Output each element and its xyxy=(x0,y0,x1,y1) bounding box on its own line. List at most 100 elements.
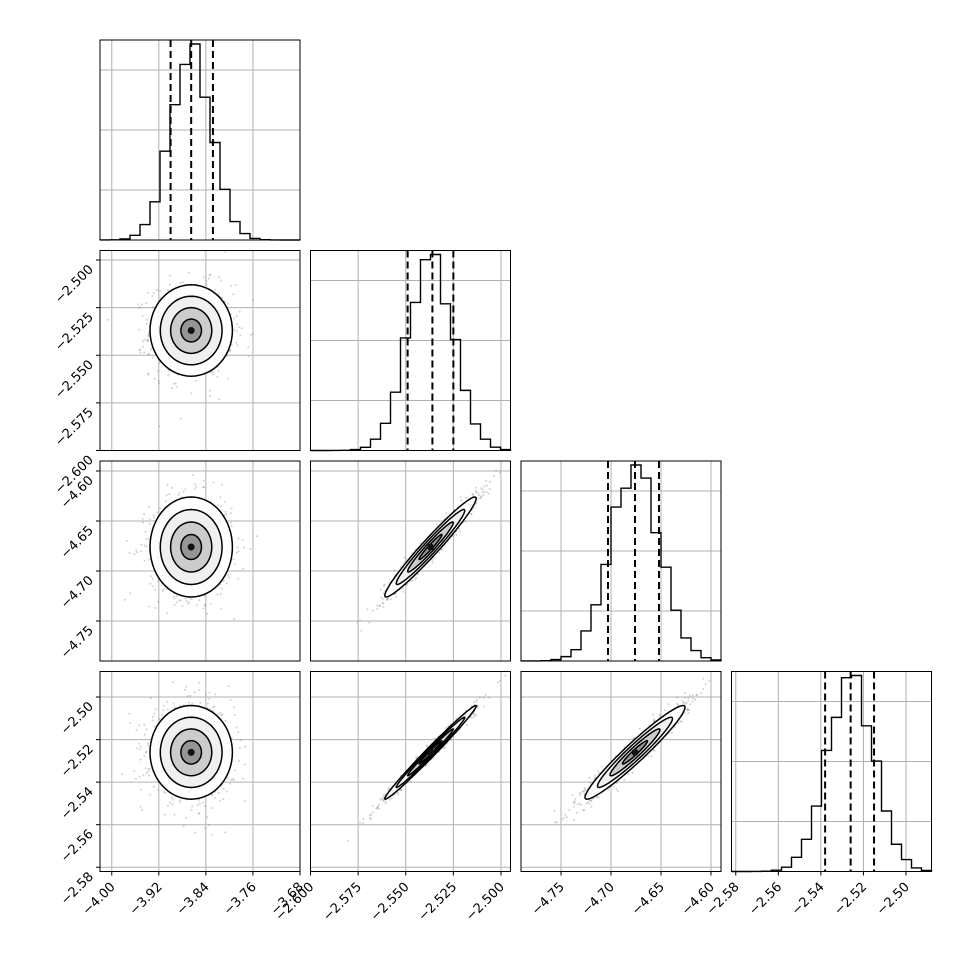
sample-point xyxy=(175,601,178,604)
sample-point xyxy=(166,700,169,703)
sample-point xyxy=(237,577,240,580)
sample-point xyxy=(163,813,166,816)
sample-point xyxy=(159,289,162,292)
sample-point xyxy=(163,588,165,591)
sample-point xyxy=(171,681,174,684)
sample-point xyxy=(436,523,439,526)
sample-point xyxy=(483,485,486,488)
sample-point xyxy=(222,580,225,582)
sample-point xyxy=(222,787,225,790)
sample-point xyxy=(219,496,222,499)
sample-point xyxy=(239,334,242,336)
sample-point xyxy=(229,782,232,785)
sample-point xyxy=(166,289,169,291)
sample-point xyxy=(209,602,212,605)
sample-point xyxy=(568,808,571,811)
sample-point xyxy=(181,604,184,607)
sample-point xyxy=(232,558,235,561)
sample-point xyxy=(204,693,207,696)
sample-point xyxy=(232,779,235,782)
sample-point xyxy=(121,773,124,776)
sample-point xyxy=(234,563,237,566)
sample-point xyxy=(133,553,136,556)
sample-point xyxy=(221,296,224,299)
sample-point xyxy=(466,724,468,727)
sample-point xyxy=(142,521,144,524)
sample-point xyxy=(458,527,461,530)
sample-point xyxy=(243,763,246,766)
sample-point xyxy=(224,831,227,834)
sample-point xyxy=(141,517,144,520)
sample-point xyxy=(487,492,490,495)
sample-point xyxy=(499,679,502,682)
sample-point xyxy=(138,349,141,352)
sample-point xyxy=(233,769,236,772)
sample-point xyxy=(204,283,207,286)
sample-point xyxy=(143,513,146,515)
sample-point xyxy=(382,800,385,802)
sample-point xyxy=(251,332,254,335)
sample-point xyxy=(594,774,597,777)
sample-point xyxy=(388,798,391,801)
sample-point xyxy=(171,486,174,489)
sample-point xyxy=(218,276,221,279)
sample-point xyxy=(205,279,208,282)
sample-point xyxy=(140,788,143,791)
sample-point xyxy=(571,794,574,797)
sample-point xyxy=(247,355,250,358)
sample-point xyxy=(133,770,136,773)
sample-point xyxy=(362,822,365,824)
sample-point xyxy=(198,812,201,815)
sample-point xyxy=(145,302,148,305)
sample-point xyxy=(186,695,189,698)
sample-point xyxy=(189,694,192,697)
sample-point xyxy=(229,350,232,352)
sample-point xyxy=(256,535,259,538)
sample-point xyxy=(687,696,690,699)
sample-point xyxy=(199,701,202,704)
sample-point xyxy=(387,597,390,600)
sample-point xyxy=(492,475,495,478)
sample-point xyxy=(129,592,132,595)
sample-point xyxy=(684,696,687,699)
sample-point xyxy=(219,505,222,508)
sample-point xyxy=(356,620,359,623)
sample-point xyxy=(216,593,219,596)
sample-point xyxy=(152,516,155,519)
sample-point xyxy=(234,284,237,287)
panel-frame xyxy=(310,460,511,662)
sample-point xyxy=(156,288,159,291)
sample-point xyxy=(182,490,185,493)
sample-point xyxy=(237,537,240,540)
sample-point xyxy=(230,778,233,781)
sample-point xyxy=(382,592,385,595)
sample-point xyxy=(143,755,146,757)
sample-point xyxy=(498,471,501,474)
sample-point xyxy=(198,798,201,801)
sample-point xyxy=(166,708,169,711)
sample-point xyxy=(475,502,478,505)
sample-point xyxy=(395,595,398,598)
sample-point xyxy=(475,714,477,717)
density-peak xyxy=(427,748,434,756)
sample-point xyxy=(206,706,209,709)
sample-point xyxy=(194,831,197,834)
sample-point xyxy=(193,691,196,694)
sample-point xyxy=(465,496,467,499)
sample-point xyxy=(687,699,690,702)
sample-point xyxy=(473,701,476,704)
sample-point xyxy=(179,599,182,602)
sample-point xyxy=(476,698,479,701)
sample-point xyxy=(209,273,212,276)
sample-point xyxy=(366,608,369,611)
sample-point xyxy=(242,546,245,549)
sample-point xyxy=(489,480,492,483)
sample-point xyxy=(247,346,250,349)
sample-point xyxy=(582,809,585,812)
sample-point xyxy=(588,777,591,779)
sample-point xyxy=(444,745,447,748)
sample-point xyxy=(390,598,392,601)
sample-point xyxy=(159,296,162,299)
sample-point xyxy=(197,804,200,807)
sample-point xyxy=(128,712,131,715)
